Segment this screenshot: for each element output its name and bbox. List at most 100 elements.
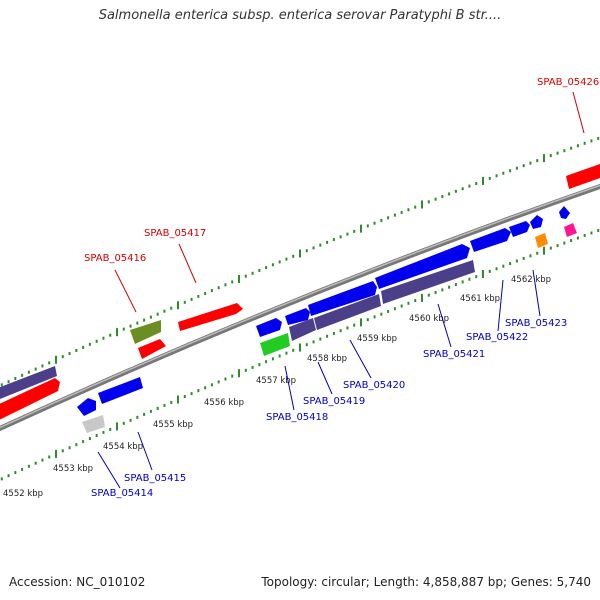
minor-tick bbox=[204, 292, 207, 296]
minor-tick bbox=[319, 337, 322, 341]
minor-tick bbox=[292, 254, 295, 258]
leader-line bbox=[349, 339, 372, 379]
gene-label[interactable]: SPAB_05418 bbox=[266, 412, 328, 423]
minor-tick bbox=[468, 277, 471, 281]
gene-feature-purple[interactable] bbox=[0, 366, 57, 401]
gene-feature-blue[interactable] bbox=[509, 221, 530, 237]
gene-feature-olive[interactable] bbox=[130, 320, 161, 344]
minor-tick bbox=[183, 300, 186, 304]
gene-feature-blue[interactable] bbox=[375, 244, 470, 289]
gene-feature-purple[interactable] bbox=[314, 294, 381, 330]
minor-tick bbox=[217, 380, 220, 384]
major-tick bbox=[421, 200, 423, 209]
minor-tick bbox=[522, 164, 525, 168]
scale-label: 4556 kbp bbox=[204, 398, 244, 408]
leader-line bbox=[437, 303, 452, 348]
gene-label[interactable]: SPAB_05415 bbox=[124, 473, 186, 484]
gene-feature-orange[interactable] bbox=[535, 233, 548, 248]
minor-tick bbox=[583, 234, 586, 237]
gene-label[interactable]: SPAB_05417 bbox=[144, 228, 206, 239]
minor-tick bbox=[529, 254, 532, 258]
minor-tick bbox=[278, 354, 281, 358]
minor-tick bbox=[271, 357, 274, 361]
minor-tick bbox=[136, 415, 139, 419]
gene-feature-red[interactable] bbox=[178, 303, 243, 331]
minor-tick bbox=[536, 159, 539, 163]
minor-tick bbox=[488, 269, 491, 273]
major-tick bbox=[421, 293, 423, 302]
minor-tick bbox=[183, 395, 186, 399]
minor-tick bbox=[448, 192, 451, 196]
scale-label: 4561 kbp bbox=[460, 294, 500, 304]
minor-tick bbox=[373, 315, 376, 319]
minor-tick bbox=[156, 406, 159, 410]
minor-tick bbox=[82, 345, 85, 349]
minor-tick bbox=[509, 262, 512, 266]
minor-tick bbox=[563, 149, 566, 153]
gene-feature-red[interactable] bbox=[138, 339, 166, 359]
leader-line bbox=[178, 243, 197, 284]
minor-tick bbox=[326, 334, 329, 338]
minor-tick bbox=[210, 383, 213, 387]
gene-label[interactable]: SPAB_05421 bbox=[423, 349, 485, 360]
gene-label[interactable]: SPAB_05416 bbox=[84, 253, 146, 264]
minor-tick bbox=[373, 221, 376, 225]
minor-tick bbox=[190, 297, 193, 301]
gene-label[interactable]: SPAB_05419 bbox=[303, 396, 365, 407]
leader-line bbox=[532, 269, 541, 317]
minor-tick bbox=[61, 449, 64, 453]
minor-tick bbox=[136, 321, 139, 325]
gene-feature-blue[interactable] bbox=[470, 228, 511, 252]
gene-feature-blue[interactable] bbox=[77, 398, 96, 416]
gene-feature-pink[interactable] bbox=[564, 223, 577, 237]
gene-feature-blue[interactable] bbox=[530, 215, 543, 229]
gene-label[interactable]: SPAB_05423 bbox=[505, 318, 567, 329]
major-tick bbox=[177, 395, 179, 404]
minor-tick bbox=[346, 232, 349, 236]
minor-tick bbox=[292, 348, 295, 352]
gene-label[interactable]: SPAB_05414 bbox=[91, 488, 153, 499]
leader-line bbox=[317, 361, 333, 395]
minor-tick bbox=[41, 364, 44, 368]
minor-tick bbox=[461, 280, 464, 284]
gene-label[interactable]: SPAB_05426 bbox=[537, 77, 599, 88]
minor-tick bbox=[231, 280, 234, 284]
gene-feature-red[interactable] bbox=[566, 164, 600, 189]
inner-tick-track bbox=[0, 228, 600, 481]
scale-label: 4558 kbp bbox=[307, 354, 347, 364]
gene-feature-green[interactable] bbox=[260, 333, 290, 356]
minor-tick bbox=[536, 251, 539, 255]
minor-tick bbox=[244, 368, 247, 372]
minor-tick bbox=[102, 336, 105, 340]
genome-title: Salmonella enterica subsp. enterica sero… bbox=[98, 8, 502, 23]
scale-label: 4560 kbp bbox=[409, 314, 449, 324]
gene-feature-red[interactable] bbox=[0, 378, 60, 422]
gene-feature-blue[interactable] bbox=[98, 377, 143, 404]
minor-tick bbox=[597, 136, 600, 140]
gene-feature-purple[interactable] bbox=[289, 318, 316, 341]
gene-feature-blue[interactable] bbox=[559, 206, 570, 219]
minor-tick bbox=[285, 351, 288, 355]
gene-feature-gray[interactable] bbox=[82, 415, 105, 433]
minor-tick bbox=[590, 231, 593, 235]
gene-feature-blue[interactable] bbox=[308, 281, 377, 316]
minor-tick bbox=[434, 197, 437, 201]
minor-tick bbox=[265, 266, 268, 270]
minor-tick bbox=[332, 238, 335, 242]
gene-feature-purple[interactable] bbox=[381, 260, 475, 304]
scale-label: 4562 kbp bbox=[511, 275, 551, 285]
major-tick bbox=[299, 249, 301, 258]
leader-line bbox=[497, 279, 504, 332]
gene-label[interactable]: SPAB_05422 bbox=[466, 332, 528, 343]
gene-feature-blue[interactable] bbox=[285, 308, 310, 325]
gene-feature-blue[interactable] bbox=[256, 318, 282, 337]
gene-label[interactable]: SPAB_05420 bbox=[343, 380, 405, 391]
minor-tick bbox=[285, 257, 288, 261]
minor-tick bbox=[210, 289, 213, 293]
minor-tick bbox=[224, 377, 227, 381]
minor-tick bbox=[407, 301, 410, 305]
minor-tick bbox=[82, 440, 85, 444]
genome-backbone bbox=[0, 183, 600, 432]
minor-tick bbox=[366, 224, 369, 228]
